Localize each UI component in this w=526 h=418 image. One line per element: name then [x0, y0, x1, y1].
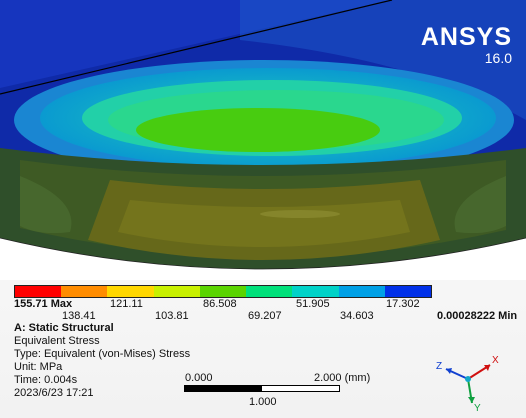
scale-mid-label: 1.000 [249, 396, 277, 408]
info-line: Unit: MPa [14, 361, 63, 373]
legend-upper-tick: 51.905 [296, 298, 330, 310]
legend-swatch [384, 286, 431, 297]
analysis-title: A: Static Structural [14, 322, 114, 334]
legend-lower-tick: 69.207 [248, 310, 282, 322]
triad-x-label: X [492, 355, 499, 366]
legend-upper-tick: 86.508 [203, 298, 237, 310]
legend-swatch [292, 286, 339, 297]
brand-name: ANSYS [420, 23, 512, 51]
scale-right-label: 2.000 (mm) [314, 372, 371, 384]
color-legend [14, 285, 432, 298]
legend-lower-tick: 103.81 [155, 310, 189, 322]
ansys-logo: ANSYS 16.0 [421, 24, 512, 66]
legend-upper-tick: 17.302 [386, 298, 420, 310]
result-info: A: Static Structural Equivalent Stress T… [14, 322, 190, 400]
triad-z-label: Z [436, 361, 442, 372]
legend-swatch [199, 286, 247, 297]
legend-upper-tick: 121.11 [110, 298, 143, 310]
triad-y-label: Y [474, 403, 481, 414]
info-line: 2023/6/23 17:21 [14, 387, 94, 399]
legend-swatch [61, 286, 108, 297]
legend-lower-tick: 138.41 [62, 310, 96, 322]
legend-max-label: 155.71 Max [14, 298, 73, 310]
legend-swatch [246, 286, 293, 297]
axis-triad[interactable]: X Z Y [428, 345, 508, 415]
scale-bar [184, 385, 340, 392]
brand-version: 16.0 [484, 50, 512, 66]
info-line: Time: 0.004s [14, 374, 78, 386]
legend-min-label: 0.00028222 Min [437, 310, 518, 322]
legend-swatch [107, 286, 154, 297]
legend-lower-tick: 34.603 [340, 310, 374, 322]
legend-swatch [338, 286, 385, 297]
edge-line [0, 0, 393, 95]
info-line: Type: Equivalent (von-Mises) Stress [14, 348, 191, 360]
info-line: Equivalent Stress [14, 335, 100, 347]
legend-swatch [15, 286, 62, 297]
scale-left-label: 0.000 [185, 372, 213, 384]
green-core [136, 108, 380, 152]
legend-swatch [153, 286, 200, 297]
